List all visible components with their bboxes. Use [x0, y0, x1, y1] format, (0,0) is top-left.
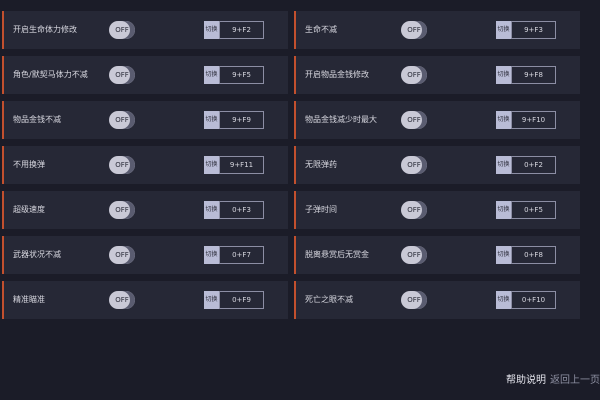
switch-button[interactable]: 切换	[496, 21, 511, 39]
switch-button[interactable]: 切换	[496, 156, 511, 174]
switch-button[interactable]: 切换	[496, 246, 511, 264]
option-label: 武器状况不减	[13, 250, 61, 259]
option-row: 子弹时间 OFF 切换 0+F5	[294, 191, 580, 229]
switch-button[interactable]: 切换	[496, 111, 511, 129]
toggle-switch[interactable]: OFF	[401, 291, 427, 309]
toggle-switch[interactable]: OFF	[109, 201, 135, 219]
option-label: 开启物品金钱修改	[305, 70, 369, 79]
switch-button[interactable]: 切换	[496, 201, 511, 219]
toggle-switch[interactable]: OFF	[109, 66, 135, 84]
toggle-switch[interactable]: OFF	[401, 111, 427, 129]
hotkey-box[interactable]: 0+F8	[511, 246, 556, 264]
toggle-switch[interactable]: OFF	[109, 111, 135, 129]
hotkey-box[interactable]: 9+F8	[511, 66, 556, 84]
hotkey-box[interactable]: 9+F5	[219, 66, 264, 84]
toggle-switch[interactable]: OFF	[401, 156, 427, 174]
switch-button[interactable]: 切换	[204, 111, 219, 129]
option-label: 生命不减	[305, 25, 337, 34]
option-row: 生命不减 OFF 切换 9+F3	[294, 11, 580, 49]
option-row: 物品金钱减少时最大 OFF 切换 9+F10	[294, 101, 580, 139]
option-label: 脱离悬赏后无赏金	[305, 250, 369, 259]
option-row: 死亡之眼不减 OFF 切换 0+F10	[294, 281, 580, 319]
option-row: 开启物品金钱修改 OFF 切换 9+F8	[294, 56, 580, 94]
hotkey-box[interactable]: 9+F9	[219, 111, 264, 129]
option-label: 超级速度	[13, 205, 45, 214]
toggle-switch[interactable]: OFF	[109, 246, 135, 264]
hotkey-box[interactable]: 0+F10	[511, 291, 556, 309]
switch-button[interactable]: 切换	[204, 21, 219, 39]
switch-button[interactable]: 切换	[204, 291, 219, 309]
toggle-switch[interactable]: OFF	[109, 156, 135, 174]
hotkey-box[interactable]: 0+F9	[219, 291, 264, 309]
switch-button[interactable]: 切换	[496, 66, 511, 84]
option-row: 不用换弹 OFF 切换 9+F11	[2, 146, 288, 184]
option-label: 无限弹药	[305, 160, 337, 169]
hotkey-box[interactable]: 9+F3	[511, 21, 556, 39]
option-row: 开启生命体力修改 OFF 切换 9+F2	[2, 11, 288, 49]
hotkey-box[interactable]: 0+F5	[511, 201, 556, 219]
switch-button[interactable]: 切换	[204, 201, 219, 219]
toggle-switch[interactable]: OFF	[401, 66, 427, 84]
help-button[interactable]: 帮助说明	[506, 375, 546, 386]
option-label: 子弹时间	[305, 205, 337, 214]
option-label: 死亡之眼不减	[305, 295, 353, 304]
option-label: 物品金钱不减	[13, 115, 61, 124]
option-label: 角色/默契马体力不减	[13, 70, 88, 79]
hotkey-box[interactable]: 9+F10	[511, 111, 556, 129]
hotkey-box[interactable]: 9+F11	[219, 156, 264, 174]
option-row: 武器状况不减 OFF 切换 0+F7	[2, 236, 288, 274]
hotkey-box[interactable]: 0+F3	[219, 201, 264, 219]
option-row: 脱离悬赏后无赏金 OFF 切换 0+F8	[294, 236, 580, 274]
option-row: 物品金钱不减 OFF 切换 9+F9	[2, 101, 288, 139]
option-label: 物品金钱减少时最大	[305, 115, 377, 124]
option-label: 不用换弹	[13, 160, 45, 169]
option-row: 超级速度 OFF 切换 0+F3	[2, 191, 288, 229]
toggle-switch[interactable]: OFF	[109, 291, 135, 309]
switch-button[interactable]: 切换	[204, 66, 219, 84]
hotkey-box[interactable]: 9+F2	[219, 21, 264, 39]
option-row: 精准瞄准 OFF 切换 0+F9	[2, 281, 288, 319]
toggle-switch[interactable]: OFF	[109, 21, 135, 39]
option-row: 无限弹药 OFF 切换 0+F2	[294, 146, 580, 184]
option-label: 精准瞄准	[13, 295, 45, 304]
switch-button[interactable]: 切换	[496, 291, 511, 309]
hotkey-box[interactable]: 0+F7	[219, 246, 264, 264]
switch-button[interactable]: 切换	[204, 246, 219, 264]
back-button[interactable]: 返回上一页	[550, 375, 600, 386]
option-row: 角色/默契马体力不减 OFF 切换 9+F5	[2, 56, 288, 94]
switch-button[interactable]: 切换	[204, 156, 219, 174]
option-label: 开启生命体力修改	[13, 25, 77, 34]
toggle-switch[interactable]: OFF	[401, 201, 427, 219]
toggle-switch[interactable]: OFF	[401, 246, 427, 264]
hotkey-box[interactable]: 0+F2	[511, 156, 556, 174]
toggle-switch[interactable]: OFF	[401, 21, 427, 39]
